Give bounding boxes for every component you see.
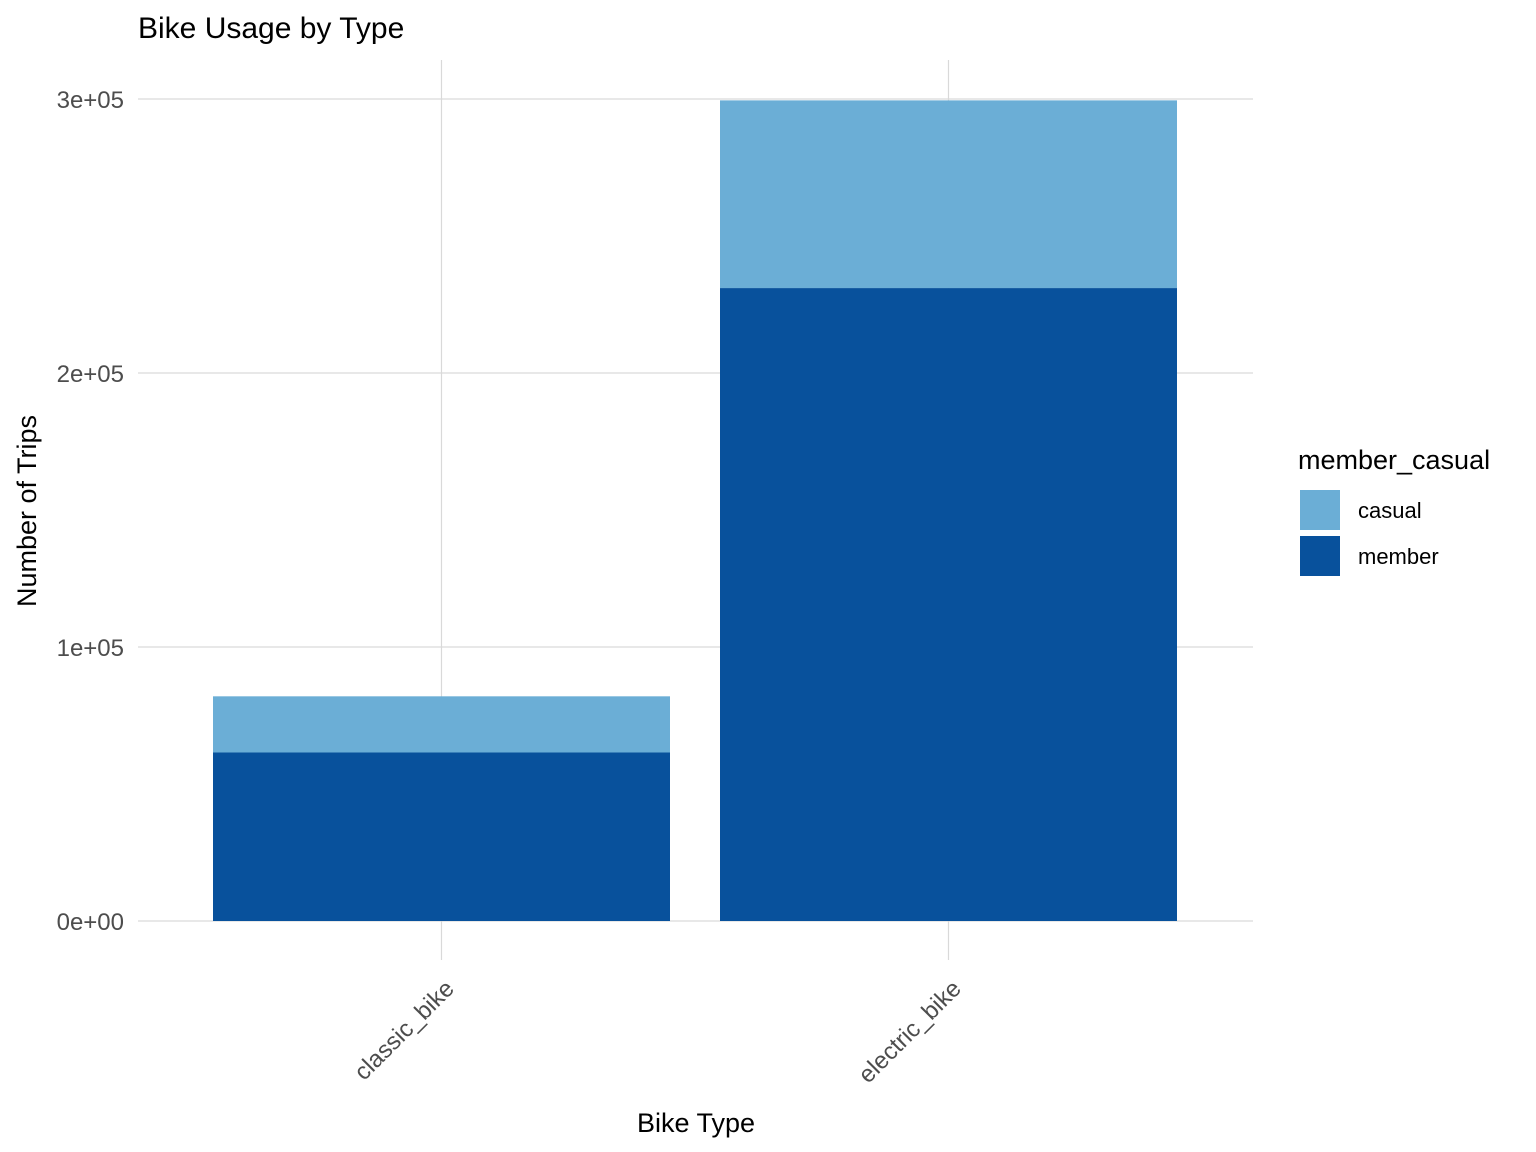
bars (213, 100, 1177, 921)
y-tick-label: 2e+05 (57, 361, 124, 388)
bar-classic_bike-casual (213, 696, 670, 753)
bar-classic_bike-member (213, 752, 670, 921)
y-axis-ticks: 0e+00 1e+05 2e+05 3e+05 (57, 87, 124, 936)
x-axis-title: Bike Type (637, 1108, 755, 1138)
x-tick-label: electric_bike (853, 975, 966, 1088)
legend-title: member_casual (1298, 445, 1490, 475)
y-tick-label: 3e+05 (57, 87, 124, 114)
x-tick-label: classic_bike (349, 975, 460, 1086)
chart-title: Bike Usage by Type (138, 12, 404, 45)
legend-swatch-member (1300, 536, 1340, 576)
x-axis-ticks: classic_bike electric_bike (349, 975, 967, 1088)
legend-label-casual: casual (1358, 498, 1422, 523)
y-axis-title: Number of Trips (12, 415, 42, 607)
y-tick-label: 0e+00 (57, 909, 124, 936)
legend-label-member: member (1358, 544, 1439, 569)
legend: member_casual casual member (1298, 445, 1490, 578)
legend-swatch-casual (1300, 490, 1340, 530)
bar-electric_bike-member (720, 288, 1177, 921)
y-tick-label: 1e+05 (57, 635, 124, 662)
bar-electric_bike-casual (720, 100, 1177, 289)
